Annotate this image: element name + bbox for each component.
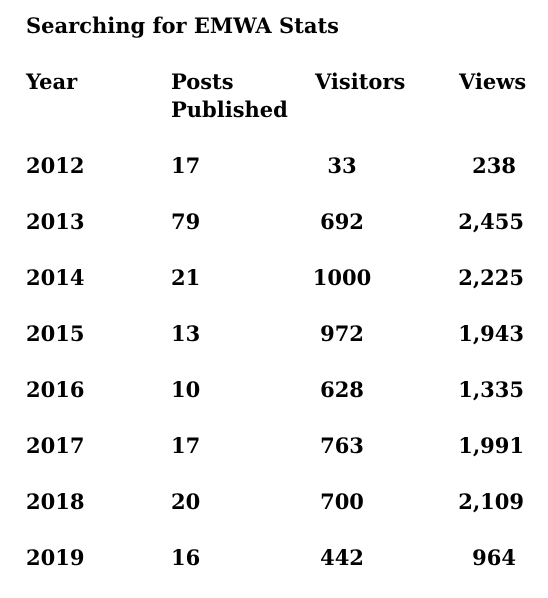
cell-posts: 79 — [171, 209, 201, 234]
table-row: 2016 10 628 1,335 — [0, 376, 548, 404]
cell-posts: 16 — [171, 545, 201, 570]
cell-posts: 21 — [171, 265, 201, 290]
table-row: 2013 79 692 2,455 — [0, 208, 548, 236]
table-row: 2012 17 33 238 — [0, 152, 548, 180]
table-title: Searching for EMWA Stats — [26, 13, 340, 38]
cell-visitors: 33 — [327, 153, 357, 178]
header-posts-published: Posts Published — [171, 68, 288, 124]
cell-year: 2018 — [26, 489, 85, 514]
cell-views: 1,991 — [458, 433, 524, 458]
cell-visitors: 972 — [320, 321, 364, 346]
cell-views: 2,109 — [458, 489, 524, 514]
cell-posts: 17 — [171, 433, 201, 458]
cell-year: 2013 — [26, 209, 85, 234]
cell-views: 964 — [472, 545, 516, 570]
table-row: 2017 17 763 1,991 — [0, 432, 548, 460]
cell-views: 1,335 — [458, 377, 524, 402]
cell-visitors: 692 — [320, 209, 364, 234]
cell-visitors: 763 — [320, 433, 364, 458]
cell-posts: 17 — [171, 153, 201, 178]
cell-year: 2016 — [26, 377, 85, 402]
cell-posts: 13 — [171, 321, 201, 346]
cell-posts: 10 — [171, 377, 201, 402]
cell-views: 2,225 — [458, 265, 524, 290]
cell-posts: 20 — [171, 489, 201, 514]
header-visitors: Visitors — [315, 69, 406, 94]
cell-year: 2017 — [26, 433, 85, 458]
header-year: Year — [26, 69, 78, 94]
cell-year: 2012 — [26, 153, 85, 178]
header-views: Views — [459, 69, 527, 94]
table-row: 2014 21 1000 2,225 — [0, 264, 548, 292]
table-row: 2015 13 972 1,943 — [0, 320, 548, 348]
cell-visitors: 442 — [320, 545, 364, 570]
table-row: 2018 20 700 2,109 — [0, 488, 548, 516]
cell-views: 238 — [472, 153, 516, 178]
cell-visitors: 1000 — [312, 265, 372, 290]
cell-views: 2,455 — [458, 209, 524, 234]
cell-views: 1,943 — [458, 321, 524, 346]
header-posts-line2: Published — [171, 97, 288, 122]
table-row: 2019 16 442 964 — [0, 544, 548, 572]
cell-visitors: 700 — [320, 489, 364, 514]
cell-year: 2015 — [26, 321, 85, 346]
cell-year: 2014 — [26, 265, 85, 290]
cell-year: 2019 — [26, 545, 85, 570]
header-posts-line1: Posts — [171, 69, 234, 94]
cell-visitors: 628 — [320, 377, 364, 402]
